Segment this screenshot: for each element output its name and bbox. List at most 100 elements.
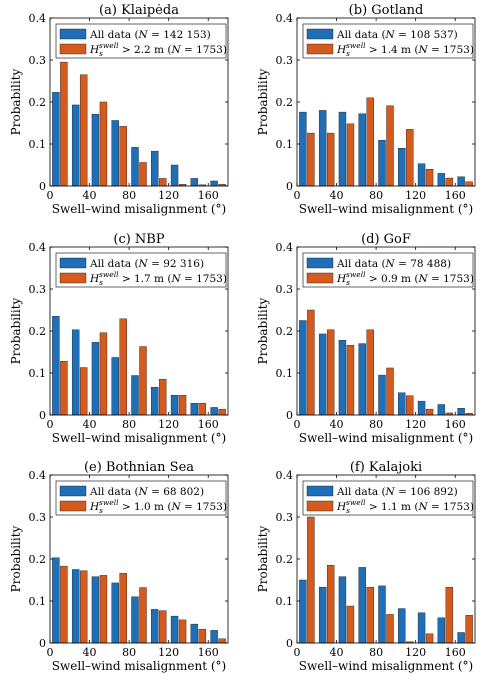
y-tick-label: 0 bbox=[39, 409, 46, 422]
x-tick-label: 80 bbox=[122, 418, 136, 431]
bar-all-data-5 bbox=[378, 585, 386, 644]
bar-swell-2 bbox=[326, 329, 335, 416]
y-tick-label: 0.3 bbox=[276, 283, 294, 296]
bar-all-data-7 bbox=[417, 612, 426, 644]
bar-all-data-7 bbox=[417, 163, 426, 187]
bar-all-data-4 bbox=[358, 343, 366, 416]
legend-label-all-data: All data (N = 92 316) bbox=[89, 258, 204, 270]
bar-swell-4 bbox=[119, 126, 127, 187]
y-tick-label: 0.2 bbox=[29, 96, 47, 109]
bar-all-data-9 bbox=[210, 407, 218, 416]
bar-swell-3 bbox=[99, 101, 108, 187]
chart-title: (c) NBP bbox=[113, 232, 164, 247]
bar-all-data-8 bbox=[190, 623, 199, 644]
x-tick-label: 120 bbox=[405, 646, 426, 659]
legend-swatch-all-data bbox=[306, 257, 334, 269]
x-tick-label: 120 bbox=[405, 189, 426, 202]
bar-all-data-1 bbox=[299, 579, 307, 644]
bar-all-data-1 bbox=[52, 92, 60, 187]
bar-all-data-2 bbox=[71, 104, 80, 187]
bar-swell-5 bbox=[386, 105, 394, 187]
bar-swell-5 bbox=[386, 614, 394, 644]
y-tick-label: 0 bbox=[286, 637, 293, 650]
y-tick-label: 0.3 bbox=[276, 511, 294, 524]
chart-title: (f) Kalajoki bbox=[350, 460, 422, 475]
x-axis-label: Swell–wind misalignment (°) bbox=[299, 202, 473, 216]
legend-swatch-swell bbox=[59, 272, 87, 284]
bar-all-data-8 bbox=[437, 404, 446, 416]
bar-all-data-7 bbox=[170, 615, 179, 644]
bar-all-data-3 bbox=[338, 576, 347, 644]
legend-swatch-all-data bbox=[59, 485, 87, 497]
x-tick-label: 80 bbox=[369, 189, 383, 202]
x-axis-label: Swell–wind misalignment (°) bbox=[299, 431, 473, 445]
y-tick-label: 0.1 bbox=[276, 595, 294, 608]
legend-swatch-swell bbox=[306, 500, 334, 512]
legend-swatch-all-data bbox=[59, 28, 87, 40]
bar-swell-7 bbox=[425, 633, 434, 644]
bar-all-data-6 bbox=[398, 392, 406, 416]
x-tick-label: 120 bbox=[405, 418, 426, 431]
chart-panel-6: (f) Kalajoki 0 40 80 120 160 0 0.1 0.2 0.3 0.4 Swel… bbox=[256, 460, 476, 673]
legend-swatch-swell bbox=[306, 272, 334, 284]
bar-swell-2 bbox=[79, 74, 88, 187]
bar-all-data-8 bbox=[190, 178, 199, 187]
x-tick-label: 120 bbox=[158, 189, 179, 202]
bar-all-data-6 bbox=[151, 609, 159, 644]
bar-all-data-6 bbox=[398, 608, 406, 644]
legend-swatch-swell bbox=[59, 43, 87, 55]
bar-swell-8 bbox=[198, 628, 207, 644]
legend-swatch-all-data bbox=[306, 28, 334, 40]
bar-swell-3 bbox=[99, 575, 108, 644]
bar-swell-7 bbox=[178, 619, 187, 644]
bar-all-data-7 bbox=[417, 400, 426, 416]
legend-label-swell: Hsswell > 1.7 m (N = 1753) bbox=[89, 270, 227, 287]
legend: All data (N = 106 892)Hsswell > 1.1 m (N… bbox=[302, 480, 474, 516]
bar-all-data-4 bbox=[111, 120, 119, 187]
bar-swell-8 bbox=[445, 177, 454, 187]
bar-swell-1 bbox=[60, 361, 68, 416]
bar-swell-6 bbox=[159, 610, 167, 644]
x-tick-label: 0 bbox=[294, 418, 301, 431]
x-tick-label: 0 bbox=[47, 189, 54, 202]
bar-swell-9 bbox=[465, 181, 473, 187]
x-tick-label: 120 bbox=[158, 418, 179, 431]
x-tick-label: 40 bbox=[330, 646, 344, 659]
x-tick-label: 80 bbox=[122, 189, 136, 202]
x-tick-label: 120 bbox=[158, 646, 179, 659]
y-tick-label: 0.4 bbox=[29, 241, 47, 254]
y-axis-label: Probability bbox=[9, 68, 23, 135]
legend-swatch-all-data bbox=[306, 485, 334, 497]
legend-label-all-data: All data (N = 68 802) bbox=[89, 486, 204, 498]
legend-label-all-data: All data (N = 106 892) bbox=[336, 486, 458, 498]
bar-all-data-8 bbox=[437, 617, 446, 644]
x-tick-label: 0 bbox=[294, 189, 301, 202]
legend: All data (N = 78 488)Hsswell > 0.9 m (N … bbox=[302, 252, 474, 288]
x-axis-label: Swell–wind misalignment (°) bbox=[299, 659, 473, 673]
bar-all-data-3 bbox=[338, 340, 347, 416]
chart-panel-2: (b) Gotland 0 40 80 120 160 0 0.1 0.2 0.3 0.4 Swell… bbox=[256, 3, 476, 216]
bar-swell-2 bbox=[326, 132, 335, 187]
x-axis-label: Swell–wind misalignment (°) bbox=[52, 431, 226, 445]
bar-all-data-6 bbox=[151, 387, 159, 416]
bar-swell-2 bbox=[326, 565, 335, 644]
y-tick-label: 0.1 bbox=[29, 138, 47, 151]
x-tick-label: 40 bbox=[83, 418, 97, 431]
y-axis-label: Probability bbox=[256, 297, 270, 364]
bar-all-data-3 bbox=[91, 113, 100, 187]
legend-label-all-data: All data (N = 142 153) bbox=[89, 29, 211, 41]
x-tick-label: 160 bbox=[198, 189, 219, 202]
bar-swell-3 bbox=[346, 345, 355, 416]
bar-swell-2 bbox=[79, 367, 88, 416]
x-tick-label: 0 bbox=[47, 418, 54, 431]
y-tick-label: 0.2 bbox=[276, 325, 294, 338]
legend-label-swell: Hsswell > 1.1 m (N = 1753) bbox=[336, 498, 474, 515]
bar-all-data-1 bbox=[299, 111, 307, 187]
legend: All data (N = 142 153)Hsswell > 2.2 m (N… bbox=[55, 23, 227, 59]
bar-all-data-2 bbox=[71, 569, 80, 644]
x-axis-label: Swell–wind misalignment (°) bbox=[52, 659, 226, 673]
y-axis-label: Probability bbox=[256, 68, 270, 135]
legend-swatch-all-data bbox=[59, 257, 87, 269]
bar-all-data-9 bbox=[457, 176, 465, 187]
